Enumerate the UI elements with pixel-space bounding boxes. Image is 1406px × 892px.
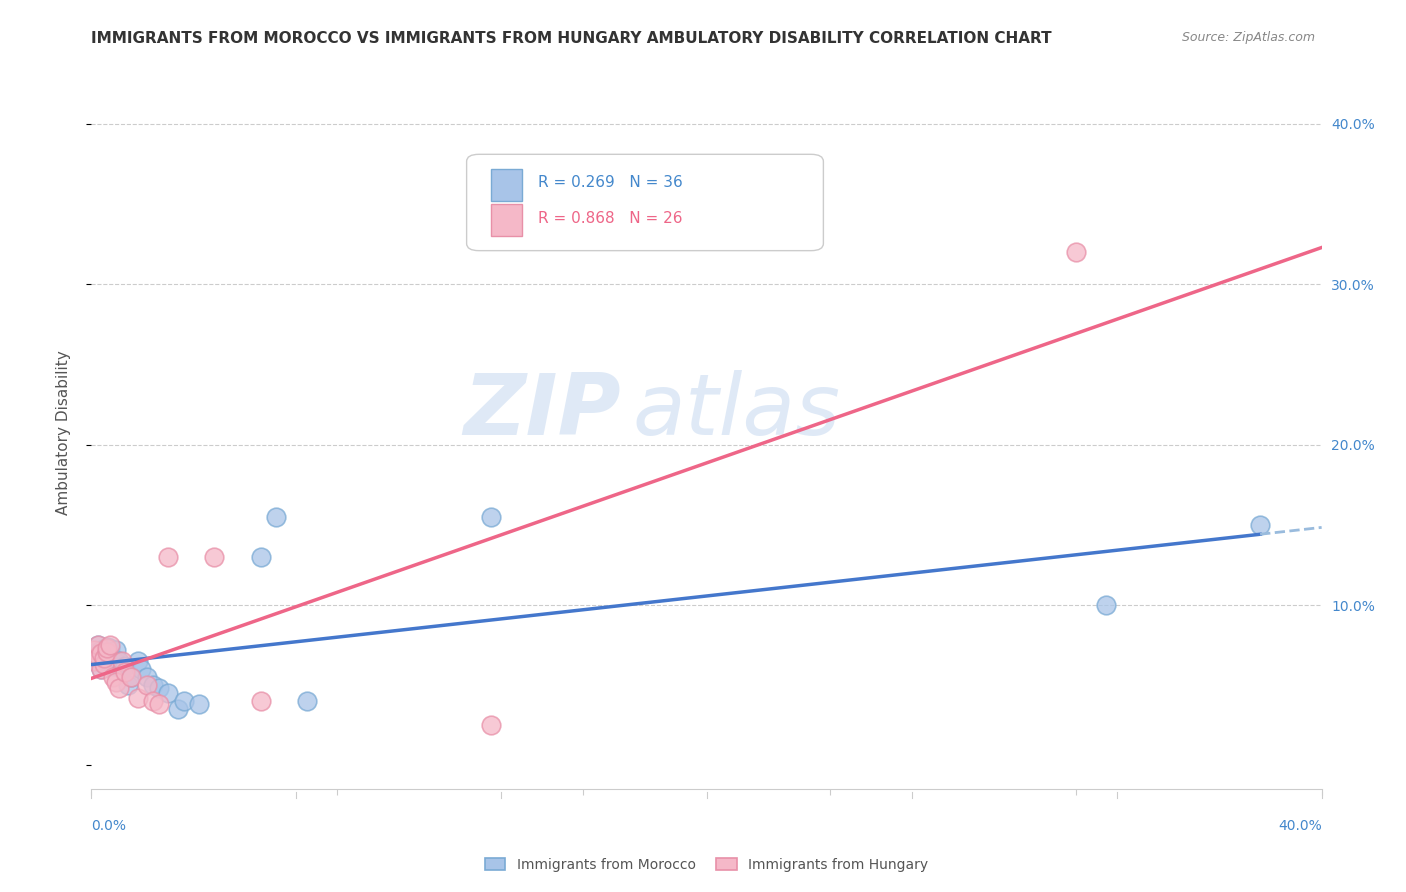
Point — [129, 662, 152, 676]
Point — [114, 659, 136, 673]
Text: R = 0.868   N = 26: R = 0.868 N = 26 — [538, 211, 682, 226]
Point — [114, 665, 136, 680]
Point — [157, 549, 180, 564]
Point — [120, 670, 142, 684]
Point — [264, 509, 287, 524]
Point — [86, 649, 108, 664]
Point — [108, 681, 131, 696]
Point — [96, 644, 118, 658]
Point — [98, 641, 121, 656]
Text: ZIP: ZIP — [463, 369, 620, 453]
Point — [249, 694, 271, 708]
Y-axis label: Ambulatory Disability: Ambulatory Disability — [56, 351, 70, 515]
Point — [148, 681, 170, 696]
Point — [479, 718, 502, 732]
Text: R = 0.269   N = 36: R = 0.269 N = 36 — [538, 176, 683, 190]
Text: 40.0%: 40.0% — [1278, 819, 1322, 833]
Point — [188, 698, 211, 712]
Point — [101, 670, 124, 684]
Point — [1064, 245, 1087, 260]
Point — [111, 654, 134, 668]
Point — [83, 643, 105, 657]
Point — [98, 638, 121, 652]
Point — [96, 641, 118, 656]
Point — [142, 694, 165, 708]
Point — [90, 643, 112, 657]
Point — [135, 670, 157, 684]
Bar — [491, 169, 522, 201]
Point — [108, 654, 131, 668]
Point — [93, 652, 115, 666]
Point — [101, 651, 124, 665]
Point — [1095, 598, 1118, 612]
Point — [93, 651, 115, 665]
Point — [479, 509, 502, 524]
Point — [96, 644, 118, 658]
Point — [157, 686, 180, 700]
Point — [173, 694, 195, 708]
Text: 0.0%: 0.0% — [91, 819, 127, 833]
Point — [83, 654, 105, 668]
Point — [127, 691, 149, 706]
Point — [202, 549, 225, 564]
Point — [96, 648, 118, 662]
Bar — [491, 204, 522, 236]
Legend: Immigrants from Morocco, Immigrants from Hungary: Immigrants from Morocco, Immigrants from… — [478, 851, 935, 879]
Point — [105, 643, 127, 657]
Point — [1249, 517, 1271, 532]
FancyBboxPatch shape — [467, 154, 824, 251]
Point — [120, 670, 142, 684]
Point — [90, 662, 112, 676]
Point — [93, 657, 115, 672]
Text: IMMIGRANTS FROM MOROCCO VS IMMIGRANTS FROM HUNGARY AMBULATORY DISABILITY CORRELA: IMMIGRANTS FROM MOROCCO VS IMMIGRANTS FR… — [91, 31, 1052, 46]
Point — [135, 678, 157, 692]
Text: atlas: atlas — [633, 369, 841, 453]
Point — [111, 662, 134, 676]
Point — [101, 659, 124, 673]
Point — [142, 678, 165, 692]
Point — [127, 654, 149, 668]
Point — [83, 654, 105, 668]
Text: Source: ZipAtlas.com: Source: ZipAtlas.com — [1181, 31, 1315, 45]
Point — [148, 698, 170, 712]
Point — [96, 640, 118, 654]
Point — [90, 646, 112, 660]
Point — [249, 549, 271, 564]
Point — [83, 646, 105, 660]
Point — [295, 694, 318, 708]
Point — [105, 675, 127, 690]
Point — [93, 657, 115, 672]
Point — [166, 702, 188, 716]
Point — [86, 638, 108, 652]
Point — [117, 678, 139, 692]
Point — [90, 662, 112, 676]
Point — [98, 649, 121, 664]
Point — [86, 638, 108, 652]
Point — [86, 649, 108, 664]
